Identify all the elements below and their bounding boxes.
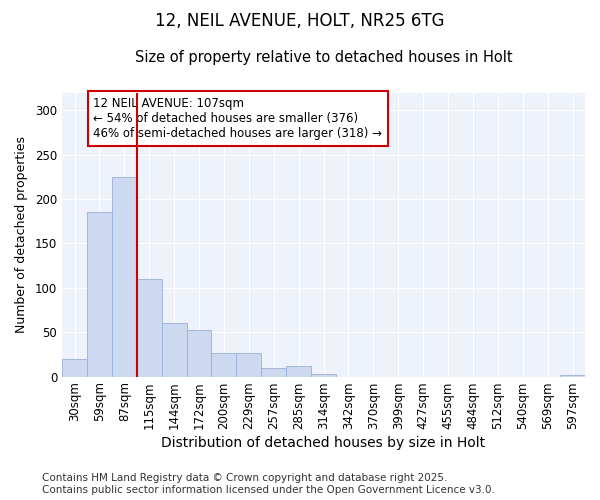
Y-axis label: Number of detached properties: Number of detached properties xyxy=(15,136,28,333)
Bar xyxy=(137,279,161,376)
X-axis label: Distribution of detached houses by size in Holt: Distribution of detached houses by size … xyxy=(161,436,485,450)
Bar xyxy=(161,324,187,376)
Bar xyxy=(236,352,261,376)
Bar xyxy=(187,330,211,376)
Bar xyxy=(112,177,137,376)
Bar xyxy=(286,366,311,376)
Title: Size of property relative to detached houses in Holt: Size of property relative to detached ho… xyxy=(135,50,512,65)
Text: 12 NEIL AVENUE: 107sqm
← 54% of detached houses are smaller (376)
46% of semi-de: 12 NEIL AVENUE: 107sqm ← 54% of detached… xyxy=(94,97,382,140)
Bar xyxy=(62,359,87,376)
Bar xyxy=(261,368,286,376)
Bar xyxy=(311,374,336,376)
Bar xyxy=(560,375,585,376)
Bar xyxy=(87,212,112,376)
Text: Contains HM Land Registry data © Crown copyright and database right 2025.
Contai: Contains HM Land Registry data © Crown c… xyxy=(42,474,495,495)
Text: 12, NEIL AVENUE, HOLT, NR25 6TG: 12, NEIL AVENUE, HOLT, NR25 6TG xyxy=(155,12,445,30)
Bar xyxy=(211,352,236,376)
